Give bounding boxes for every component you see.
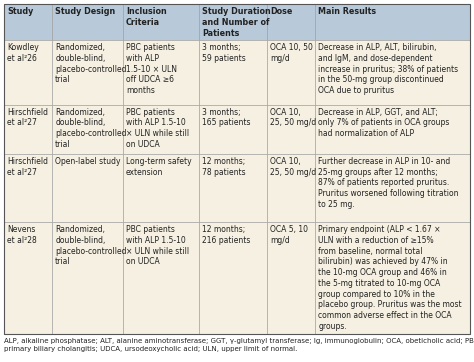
- Text: Decrease in ALP, ALT, bilirubin,
and IgM, and dose-dependent
increase in pruritu: Decrease in ALP, ALT, bilirubin, and IgM…: [319, 43, 459, 95]
- Text: ALP, alkaline phosphatase; ALT, alanine aminotransferase; GGT, γ-glutamyl transf: ALP, alkaline phosphatase; ALT, alanine …: [4, 338, 474, 352]
- Bar: [52, 4, 123, 40]
- Bar: [267, 105, 316, 154]
- Text: OCA 10, 50
mg/d: OCA 10, 50 mg/d: [270, 43, 313, 63]
- Bar: [52, 40, 123, 105]
- Bar: [123, 154, 199, 222]
- Bar: [123, 40, 199, 105]
- Text: Kowdley
et al²26: Kowdley et al²26: [7, 43, 39, 63]
- Text: PBC patients
with ALP 1.5-10
× ULN while still
on UDCA: PBC patients with ALP 1.5-10 × ULN while…: [126, 225, 189, 266]
- Text: Study: Study: [7, 7, 33, 16]
- Text: Dose: Dose: [270, 7, 292, 16]
- Text: Hirschfield
et al²27: Hirschfield et al²27: [7, 157, 48, 177]
- Bar: [52, 222, 123, 334]
- Text: Study Duration
and Number of
Patients: Study Duration and Number of Patients: [202, 7, 271, 38]
- Text: PBC patients
with ALP
1.5-10 × ULN
off UDCA ≥6
months: PBC patients with ALP 1.5-10 × ULN off U…: [126, 43, 177, 95]
- Bar: [199, 40, 267, 105]
- Text: Long-term safety
extension: Long-term safety extension: [126, 157, 191, 177]
- Text: OCA 10,
25, 50 mg/d: OCA 10, 25, 50 mg/d: [270, 157, 317, 177]
- Bar: [52, 105, 123, 154]
- Bar: [316, 222, 470, 334]
- Bar: [4, 154, 52, 222]
- Text: Randomized,
double-blind,
placebo-controlled
trial: Randomized, double-blind, placebo-contro…: [55, 108, 127, 149]
- Text: PBC patients
with ALP 1.5-10
× ULN while still
on UDCA: PBC patients with ALP 1.5-10 × ULN while…: [126, 108, 189, 149]
- Bar: [123, 105, 199, 154]
- Bar: [199, 4, 267, 40]
- Bar: [267, 4, 316, 40]
- Text: Study Design: Study Design: [55, 7, 116, 16]
- Bar: [316, 40, 470, 105]
- Bar: [52, 154, 123, 222]
- Bar: [267, 222, 316, 334]
- Bar: [267, 154, 316, 222]
- Text: 12 months;
78 patients: 12 months; 78 patients: [202, 157, 246, 177]
- Text: Randomized,
double-blind,
placebo-controlled
trial: Randomized, double-blind, placebo-contro…: [55, 225, 127, 266]
- Text: OCA 10,
25, 50 mg/d: OCA 10, 25, 50 mg/d: [270, 108, 317, 127]
- Bar: [4, 105, 52, 154]
- Bar: [199, 105, 267, 154]
- Text: Decrease in ALP, GGT, and ALT;
only 7% of patients in OCA groups
had normalizati: Decrease in ALP, GGT, and ALT; only 7% o…: [319, 108, 450, 138]
- Bar: [4, 4, 52, 40]
- Text: 3 months;
165 patients: 3 months; 165 patients: [202, 108, 251, 127]
- Bar: [199, 222, 267, 334]
- Bar: [316, 4, 470, 40]
- Text: 3 months;
59 patients: 3 months; 59 patients: [202, 43, 246, 63]
- Text: 12 months;
216 patients: 12 months; 216 patients: [202, 225, 251, 245]
- Text: Nevens
et al²28: Nevens et al²28: [7, 225, 37, 245]
- Bar: [123, 4, 199, 40]
- Text: Primary endpoint (ALP < 1.67 ×
ULN with a reduction of ≥15%
from baseline, norma: Primary endpoint (ALP < 1.67 × ULN with …: [319, 225, 462, 331]
- Bar: [267, 40, 316, 105]
- Text: Hirschfield
et al²27: Hirschfield et al²27: [7, 108, 48, 127]
- Text: Randomized,
double-blind,
placebo-controlled
trial: Randomized, double-blind, placebo-contro…: [55, 43, 127, 84]
- Text: Further decrease in ALP in 10- and
25-mg groups after 12 months;
87% of patients: Further decrease in ALP in 10- and 25-mg…: [319, 157, 459, 209]
- Bar: [316, 154, 470, 222]
- Text: Inclusion
Criteria: Inclusion Criteria: [126, 7, 166, 27]
- Bar: [4, 222, 52, 334]
- Bar: [4, 40, 52, 105]
- Bar: [123, 222, 199, 334]
- Text: Open-label study: Open-label study: [55, 157, 121, 166]
- Text: Main Results: Main Results: [319, 7, 377, 16]
- Text: OCA 5, 10
mg/d: OCA 5, 10 mg/d: [270, 225, 308, 245]
- Bar: [199, 154, 267, 222]
- Bar: [316, 105, 470, 154]
